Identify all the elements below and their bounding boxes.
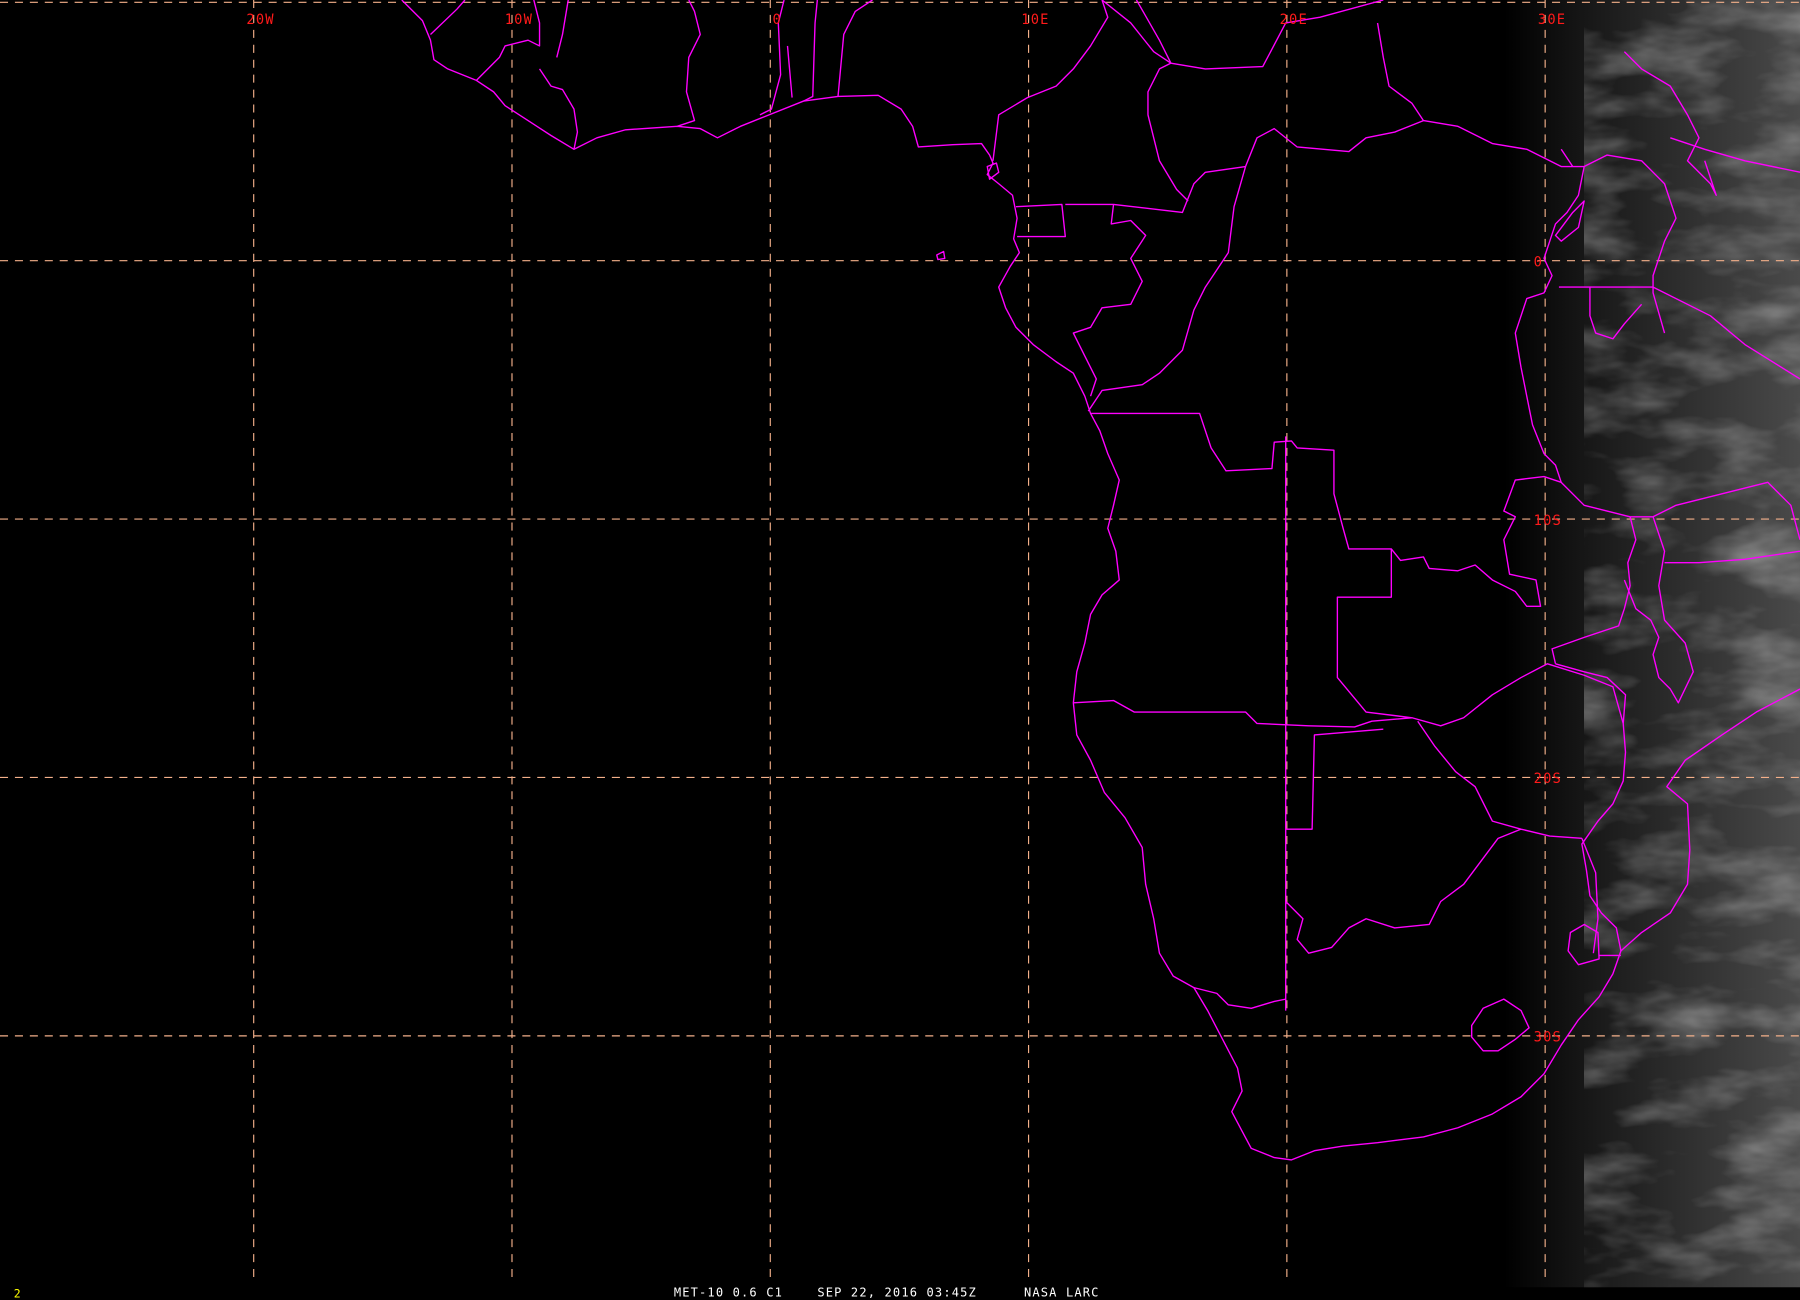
longitude-label: 20W [246, 12, 274, 28]
frame-number: 2 [14, 1287, 21, 1300]
border-east [1551, 481, 1800, 704]
border-congo [1072, 166, 1247, 412]
longitude-label: 30E [1538, 12, 1566, 28]
latitude-label: 20S [1534, 771, 1562, 787]
coastline-west-africa [401, 0, 1627, 1161]
coastline-north [1101, 0, 1384, 70]
latitude-label: 0 [1534, 254, 1543, 270]
border [430, 0, 873, 150]
datetime-caption: SEP 22, 2016 03:45Z [817, 1286, 977, 1300]
source-caption: NASA LARC [1024, 1286, 1100, 1300]
longitude-label: 20E [1280, 12, 1308, 28]
coastlines-and-borders [401, 0, 1800, 1161]
latitude-label: 10S [1534, 513, 1562, 529]
coastline-east-africa [1620, 688, 1800, 952]
border-angola [1073, 412, 1413, 728]
longitude-label: 0 [772, 12, 781, 28]
cloud-cover [1584, 0, 1800, 1288]
border-lesotho [1470, 998, 1530, 1052]
border [992, 0, 1585, 238]
satellite-caption: MET-10 0.6 C1 [674, 1286, 783, 1300]
border-swaziland [1567, 923, 1621, 966]
island-sao-tome [936, 250, 946, 261]
longitude-label: 10W [505, 12, 533, 28]
border-east-lakes [1554, 51, 1800, 380]
longitude-label: 10E [1021, 12, 1049, 28]
border-southern-africa [1193, 436, 1624, 1011]
island-bioko [986, 162, 1000, 180]
border-drc-zambia [1390, 166, 1585, 608]
bottom-strip [0, 1287, 1800, 1300]
graticule-labels: 20W 10W 0 10E 20E 30E 0 10S 20S 30S [246, 12, 1566, 1046]
latitude-label: 30S [1534, 1030, 1562, 1046]
